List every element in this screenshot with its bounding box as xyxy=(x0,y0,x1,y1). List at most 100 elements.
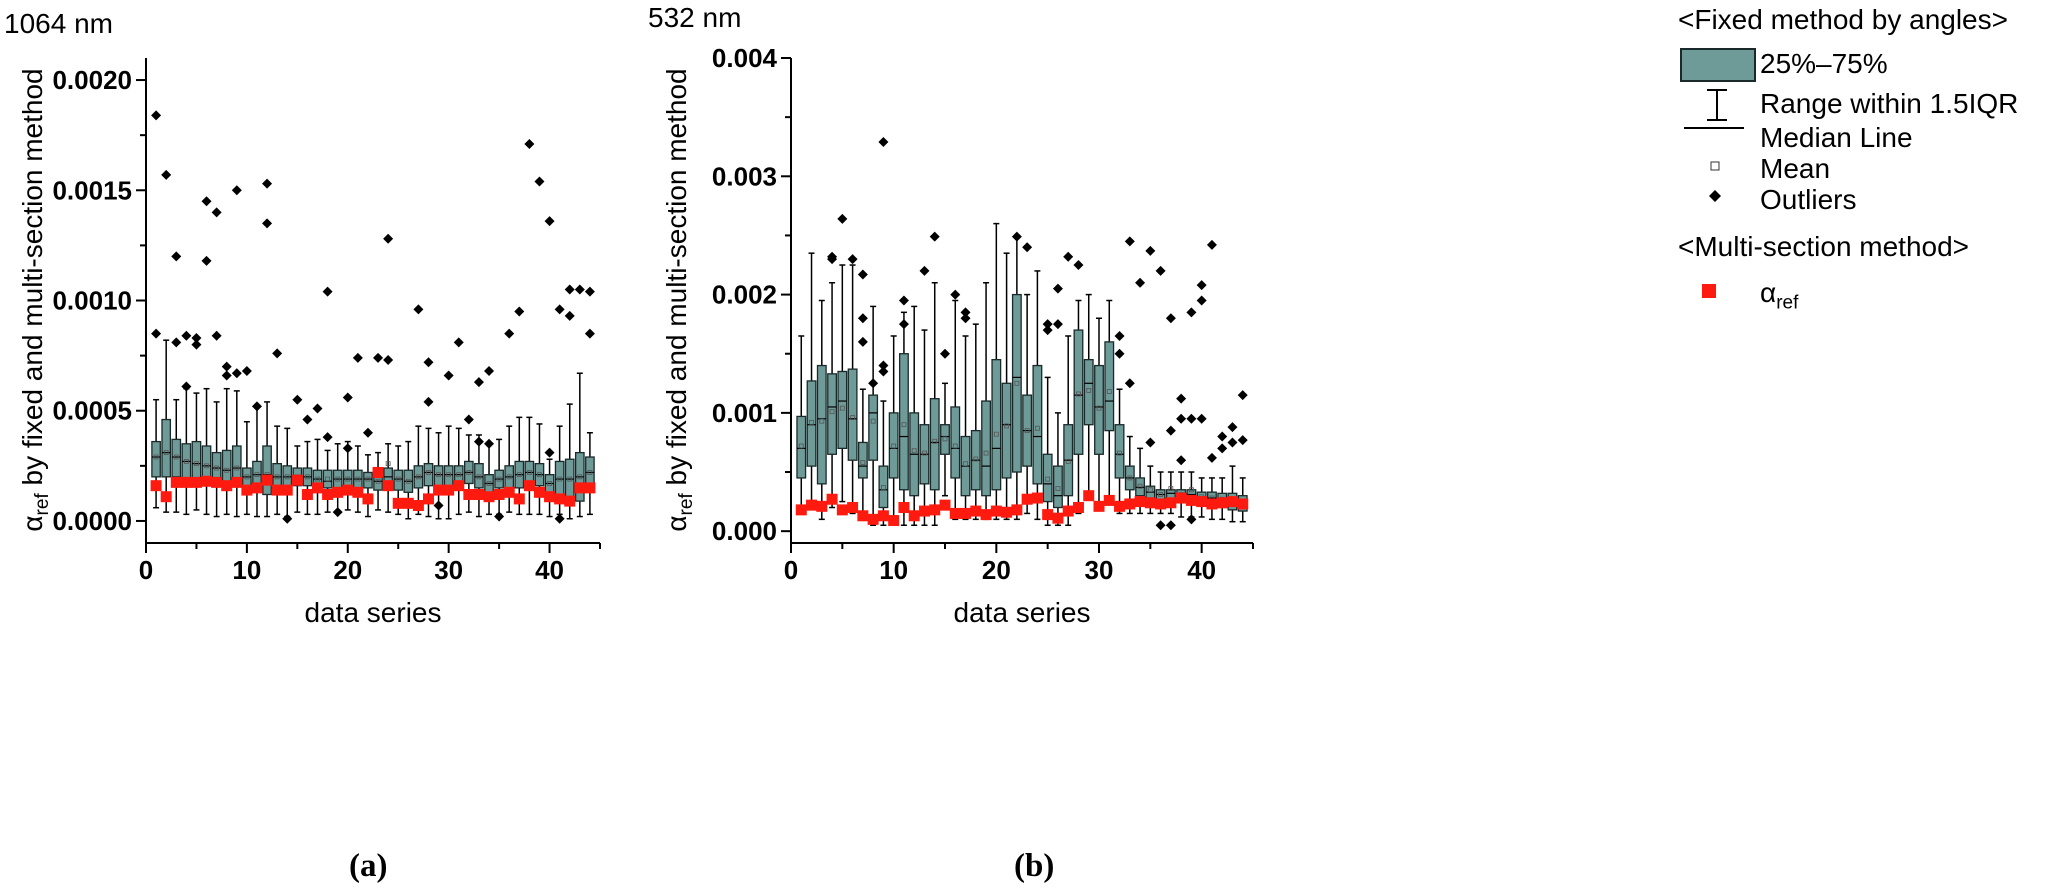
b-mean-marker xyxy=(1045,476,1051,482)
a-multi-section-point xyxy=(463,489,475,500)
a-outlier-point xyxy=(191,339,202,350)
b-mean-marker xyxy=(829,409,835,415)
b-mean-marker xyxy=(839,405,845,411)
legend-outliers-label: Outliers xyxy=(1760,184,1857,215)
b-outlier-point xyxy=(1022,242,1033,253)
legend: <Fixed method by angles> 25%–75% Range w… xyxy=(1672,0,2062,360)
a-multi-section-point xyxy=(291,474,303,486)
a-mean-marker xyxy=(567,476,573,482)
b-mean-marker xyxy=(901,422,907,428)
b-outlier-point xyxy=(1196,413,1207,424)
b-outlier-point xyxy=(1196,280,1207,291)
a-mean-marker xyxy=(547,481,552,486)
b-outlier-point xyxy=(1042,325,1053,336)
a-multi-section-point xyxy=(382,480,394,492)
b-outlier-point xyxy=(960,307,971,318)
b-multi-section-point xyxy=(795,504,807,516)
b-outlier-point xyxy=(919,265,930,276)
a-multi-section-point xyxy=(180,476,192,488)
b-mean-marker xyxy=(1106,389,1112,394)
b-outlier-point xyxy=(1135,277,1146,288)
b-mean-marker xyxy=(922,450,927,456)
a-outlier-point xyxy=(332,507,343,518)
b-multi-section-point xyxy=(929,504,941,516)
b-y-tick-label: 0.004 xyxy=(712,43,778,73)
a-outlier-point xyxy=(383,355,394,366)
b-multi-section-point xyxy=(1093,500,1105,512)
legend-median-label: Median Line xyxy=(1760,122,1913,153)
a-outlier-point xyxy=(362,427,373,438)
a-outlier-point xyxy=(292,394,303,405)
a-multi-section-point xyxy=(190,476,202,488)
a-mean-marker xyxy=(305,474,310,480)
a-outlier-point xyxy=(151,110,162,121)
a-y-axis-title: αref by fixed and multi-section method xyxy=(17,68,53,531)
b-y-tick-label: 0.002 xyxy=(712,280,777,310)
a-x-tick-label: 10 xyxy=(232,555,261,585)
a-outlier-point xyxy=(282,513,293,524)
a-mean-marker xyxy=(355,476,361,482)
b-multi-section-point xyxy=(1237,498,1249,510)
b-multi-section-point xyxy=(1103,494,1115,506)
b-x-tick-label: 0 xyxy=(784,555,798,585)
b-multi-section-point xyxy=(1001,506,1013,518)
b-box xyxy=(1104,341,1115,432)
b-multi-section-point xyxy=(970,505,982,517)
a-mean-marker xyxy=(325,476,331,482)
a-box xyxy=(272,462,283,489)
a-multi-section-point xyxy=(483,491,495,503)
b-outlier-point xyxy=(837,213,848,224)
b-mean-marker xyxy=(1035,425,1040,431)
b-outlier-point xyxy=(1186,514,1197,525)
b-multi-section-point xyxy=(1062,505,1074,517)
a-mean-marker xyxy=(506,474,512,480)
a-multi-section-point xyxy=(412,500,424,512)
a-outlier-point xyxy=(504,328,515,339)
b-outlier-point xyxy=(1165,313,1176,324)
a-outlier-point xyxy=(231,368,242,379)
panel-b-title: 532 nm xyxy=(648,2,742,33)
a-outlier-point xyxy=(262,178,273,189)
b-mean-marker xyxy=(963,461,968,467)
b-mean-marker xyxy=(1096,405,1102,411)
a-box xyxy=(171,438,182,478)
legend-box-label: 25%–75% xyxy=(1760,48,1888,79)
a-outlier-point xyxy=(524,138,535,149)
b-multi-section-point xyxy=(960,507,972,519)
a-mean-marker xyxy=(284,474,290,480)
outlier-diamond-icon xyxy=(1709,190,1721,202)
a-mean-marker xyxy=(557,476,563,482)
a-multi-section-point xyxy=(433,484,445,496)
b-mean-marker xyxy=(870,418,876,424)
b-box xyxy=(1011,293,1022,473)
b-box xyxy=(950,406,961,479)
b-outlier-point xyxy=(1176,413,1187,424)
b-outlier-point xyxy=(1206,239,1217,250)
b-outlier-point xyxy=(1114,330,1125,341)
b-multi-section-point xyxy=(1021,493,1033,505)
a-outlier-point xyxy=(181,381,192,392)
b-multi-section-point xyxy=(857,510,869,522)
panel-a-label: (a) xyxy=(349,848,388,884)
b-outlier-point xyxy=(1165,520,1176,531)
b-mean-marker xyxy=(1076,391,1081,397)
a-outlier-point xyxy=(342,443,353,454)
panel-a-chart: 0.0000 0.0005 0.0010 0.0015 0.0020 0 10 20 30 40 d… xyxy=(17,58,601,628)
a-outlier-point xyxy=(221,361,232,372)
b-mean-marker xyxy=(952,443,958,449)
b-multi-section-point xyxy=(898,502,910,514)
a-y-tick-label: 0.0005 xyxy=(52,396,132,426)
a-mean-marker xyxy=(153,454,159,460)
a-outlier-point xyxy=(564,310,575,321)
a-mean-marker xyxy=(345,476,351,482)
b-mean-marker xyxy=(1127,475,1133,481)
a-x-tick-label: 0 xyxy=(139,555,153,585)
b-outlier-point xyxy=(929,231,940,242)
b-outlier-point xyxy=(1124,378,1135,389)
a-mean-marker xyxy=(254,472,260,478)
a-outlier-point xyxy=(494,511,505,522)
a-multi-section-point xyxy=(281,484,293,496)
b-multi-section-point xyxy=(918,505,930,517)
a-mean-marker xyxy=(183,459,189,464)
b-outlier-point xyxy=(1186,307,1197,318)
